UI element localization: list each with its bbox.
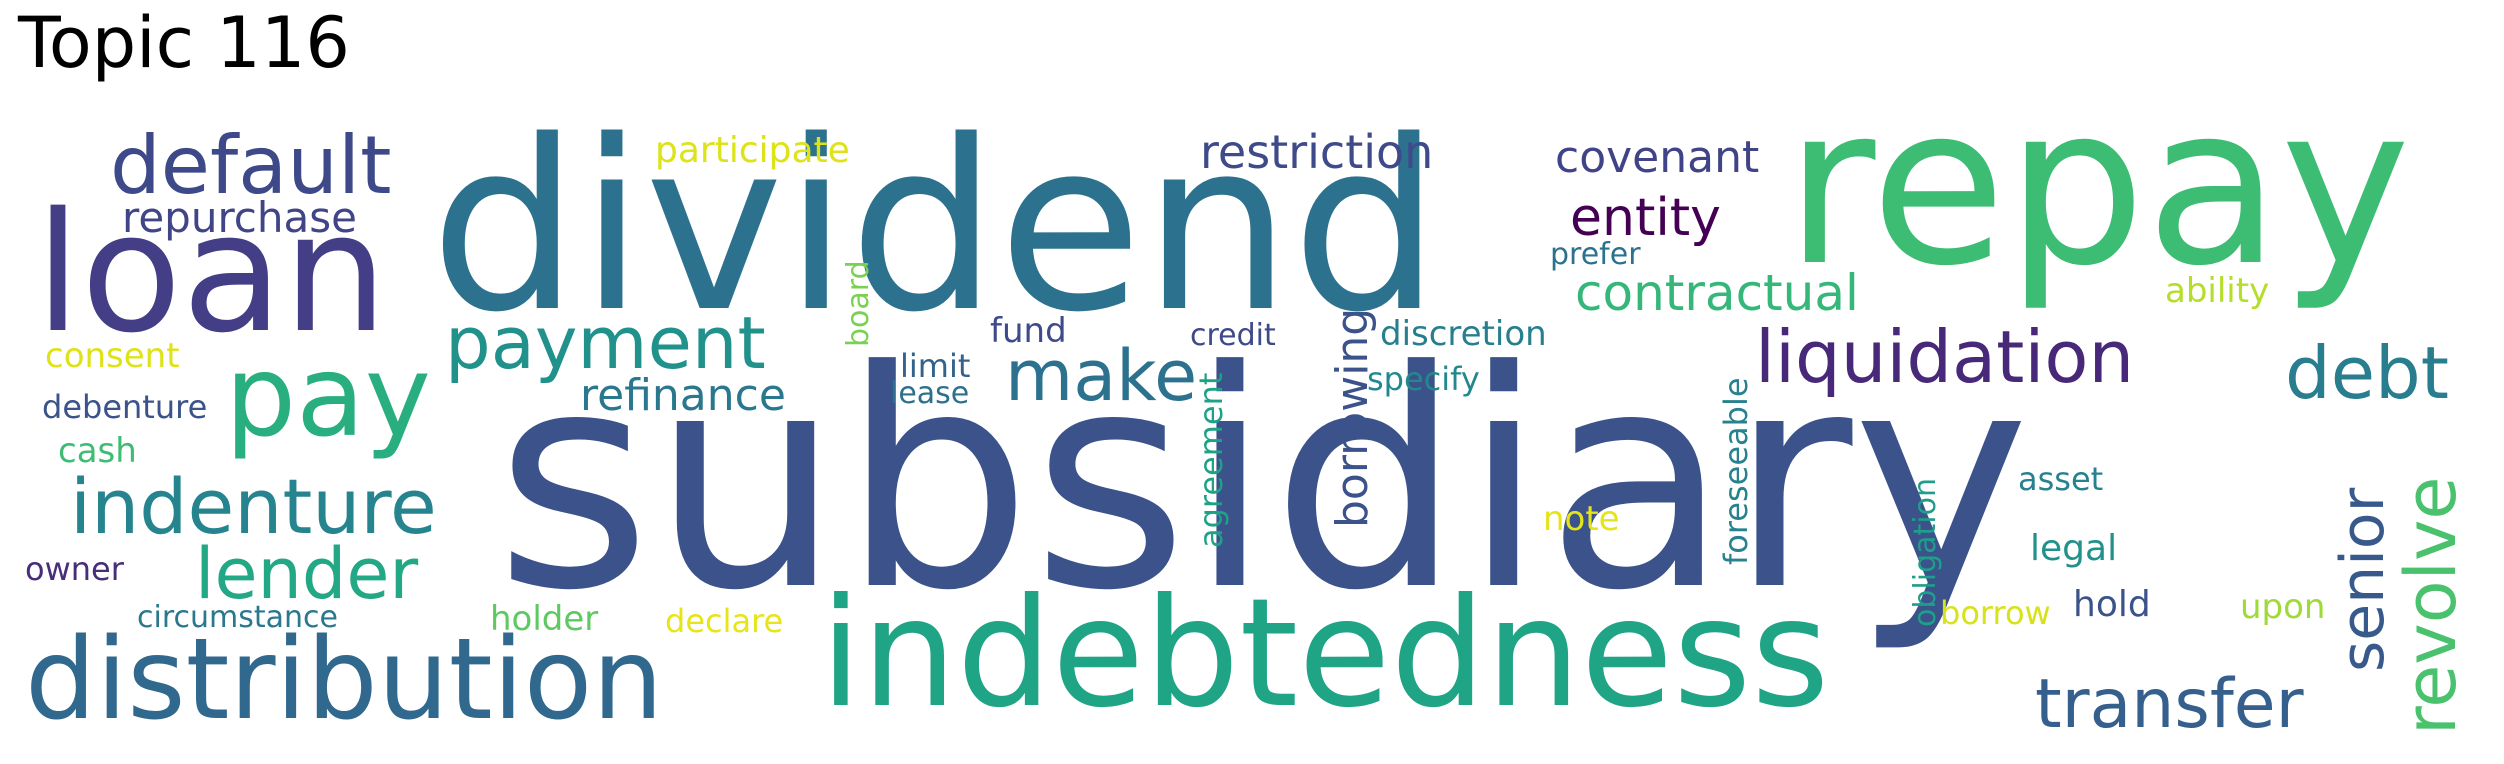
word: ability [2165,271,2269,311]
word: legal [2030,528,2117,569]
word: pay [225,332,431,462]
word: agreement [1192,373,1230,548]
word: default [110,119,391,212]
word: participate [655,130,850,171]
word: credit [1190,318,1276,353]
word: board [841,260,876,347]
word: obligation [1908,478,1943,627]
word: distribution [25,615,663,745]
word: specify [1367,360,1480,398]
word: make [1005,335,1197,417]
word: fund [990,311,1067,351]
word: holder [490,599,598,639]
word: liquidation [1755,315,2134,399]
word: contractual [1575,264,1859,322]
word: borrow [1940,594,2051,632]
word: dividend [430,91,1441,364]
word: asset [2018,460,2103,498]
word: upon [2240,587,2325,627]
word: repurchase [122,193,357,242]
word: revolve [2390,476,2472,735]
page-title: Topic 116 [18,2,350,84]
word: covenant [1555,132,1759,183]
word: lease [890,376,969,411]
word: hold [2073,584,2151,625]
word: owner [25,550,125,588]
word: declare [665,602,783,640]
word: subsidiary [495,307,2030,656]
word: entity [1570,188,1721,248]
word: senior [2328,487,2398,672]
word: consent [45,336,180,376]
word: debt [2285,331,2449,415]
word: circumstance [137,600,338,635]
word: indenture [70,462,437,551]
word: debenture [42,388,207,426]
word: prefer [1550,237,1641,272]
word: transfer [2035,665,2304,744]
word: refinance [580,370,786,421]
word: repay [1785,58,2411,314]
word: note [1543,499,1620,539]
word: cash [58,431,137,471]
word: limit [900,347,970,385]
word: borrowing [1327,308,1378,528]
word: foreseeable [1717,377,1755,565]
word: restriction [1200,125,1433,179]
word: lender [195,533,418,615]
word: indebtedness [820,567,1829,741]
word: discretion [1380,314,1547,354]
word: payment [445,301,766,385]
word: loan [35,177,387,369]
